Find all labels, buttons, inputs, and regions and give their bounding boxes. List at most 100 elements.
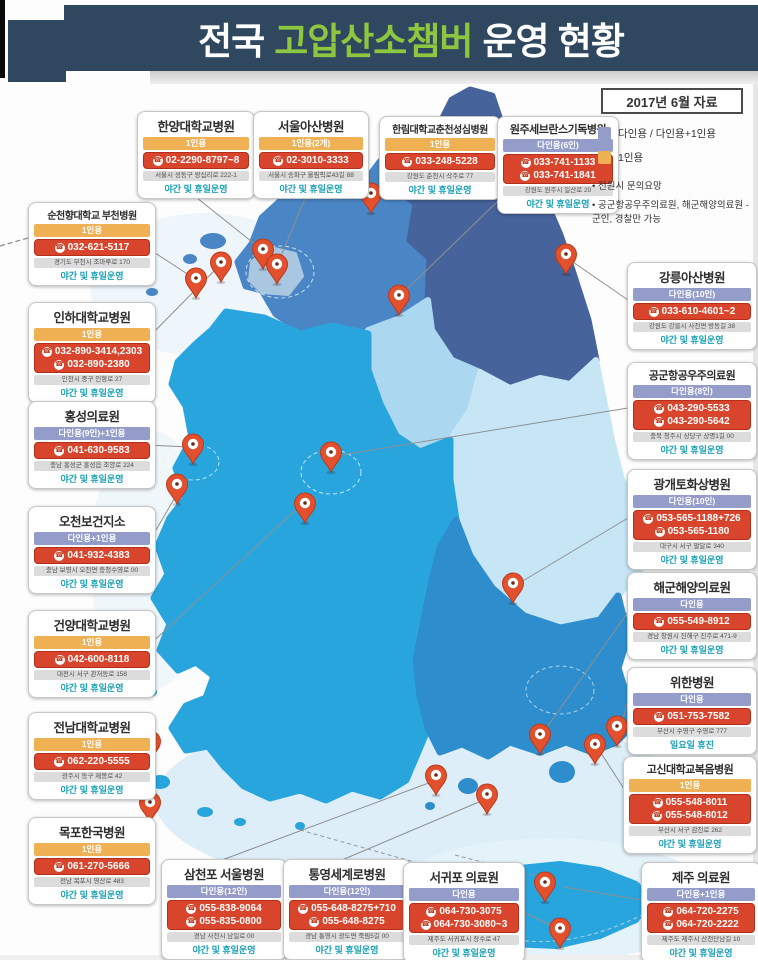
phone-block: ☎ 064-720-2275 ☎ 064-720-2222 [647,903,755,933]
phone-number-row: ☎ 053-565-1188+726 [636,512,748,525]
capacity-badge: 다인용(12인) [167,885,281,898]
phone-block: ☎ 064-730-3075 ☎ 064-730-3080~3 [409,903,519,933]
operation-note: 야간 및 휴일운영 [60,474,124,484]
phone-icon: ☎ [663,906,674,917]
phone-number: 033-741-1841 [533,170,596,181]
operation-note: 야간 및 휴일운영 [279,184,343,194]
hospital-card: 공군항공우주의료원 다인용(8인) ☎ 043-290-5533 ☎ 043-290-… [627,362,757,460]
hospital-name: 고신대학교복음병원 [646,764,734,776]
operation-note: 야간 및 휴일운영 [660,445,724,455]
phone-icon: ☎ [186,903,197,914]
phone-icon: ☎ [402,156,413,167]
phone-number-row: ☎ 055-648-8275 [292,915,402,928]
operation-note: 야간 및 휴일운영 [432,948,496,958]
capacity-badge: 다인용+1인용 [647,888,755,901]
capacity-badge: 1인용 [629,779,751,792]
hospital-name: 순천향대학교 부천병원 [47,211,137,222]
capacity-badge: 다인용 [633,693,751,706]
capacity-badge: 다인용(8인) [633,385,751,398]
capacity-badge: 1인용 [143,137,249,150]
map-pin-icon [209,251,233,285]
phone-number: 02-3010-3333 [286,155,349,166]
phone-number-row: ☎ 055-838-9064 [170,902,278,915]
phone-icon: ☎ [273,155,284,166]
phone-icon: ☎ [54,654,65,665]
hospital-address: 전남 목포시 영산로 483 [34,877,150,887]
hospital-address: 경기도 부천시 조마루로 170 [34,258,150,268]
connector-line [401,198,501,295]
connector-line [341,798,487,861]
map-pin-icon [184,267,208,301]
operation-note: 야간 및 휴일운영 [660,555,724,565]
connector-line [542,611,629,734]
phone-number-row: ☎ 055-548-8012 [632,809,748,822]
capacity-badge: 다인용(9인)+1인용 [34,427,150,440]
hospital-address: 강원도 강릉시 사천면 방동길 38 [633,322,751,332]
phone-number: 033-741-1133 [533,157,596,168]
hospital-name: 삼천포 서울병원 [184,868,264,882]
phone-number: 043-290-5642 [667,416,730,427]
legend-notes: 전원시 문의요망 공군항공우주의료원, 해군해양의료원 - 군인, 경찰만 가능 [592,180,752,231]
hospital-card: 삼천포 서울병원 다인용(12인) ☎ 055-838-9064 ☎ 055-835-… [161,859,287,960]
phone-block: ☎ 055-548-8011 ☎ 055-548-8012 [629,794,751,824]
map-pin-icon [387,284,411,318]
phone-number-row: ☎ 032-890-2380 [37,358,147,371]
phone-number: 055-838-9064 [199,903,262,914]
legend-swatch [598,127,611,140]
phone-number-row: ☎ 062-220-5555 [37,755,147,768]
note-item: 전원시 문의요망 [592,180,752,194]
region-west-south [150,308,460,804]
map-pin-icon [293,492,317,526]
phone-icon: ☎ [420,919,431,930]
phone-number: 02-2290-8797~8 [165,155,240,166]
note-item: 공군항공우주의료원, 해군해양의료원 - 군인, 경찰만 가능 [592,199,752,227]
hospital-card: 제주 의료원 다인용+1인용 ☎ 064-720-2275 ☎ 064-720-222… [641,862,758,960]
phone-icon: ☎ [648,306,659,317]
hospital-card: 광개토화상병원 다인용(10인) ☎ 053-565-1188+726 ☎ 053-5… [627,469,757,570]
capacity-badge: 1인용 [385,138,495,151]
hospital-name: 홍성의료원 [64,410,120,424]
operation-note: 야간 및 휴일운영 [60,388,124,398]
capacity-badge: 다인용(12인) [289,885,405,898]
phone-icon: ☎ [654,526,665,537]
phone-number-row: ☎ 02-3010-3333 [262,154,360,167]
title-suffix: 운영 현황 [482,21,624,62]
hospital-name: 광개토화상병원 [653,478,731,492]
hospital-address: 강원도 원주시 일산로 20 [503,186,613,196]
hospital-name: 강릉아산병원 [658,271,726,285]
phone-icon: ☎ [152,155,163,166]
hospital-address: 제주도 서귀포시 장수로 47 [409,935,519,945]
hospital-card: 한양대학교병원 1인용 ☎ 02-2290-8797~8 서울시 성동구 왕십리로… [137,111,255,199]
phone-icon: ☎ [652,797,663,808]
map-pin-icon [528,723,552,757]
phone-number-row: ☎ 043-290-5533 [636,402,748,415]
phone-block: ☎ 033-741-1133 ☎ 033-741-1841 [503,154,613,184]
phone-number: 064-720-2222 [676,919,739,930]
operation-note: 야간 및 휴일운영 [60,683,124,693]
title-banner: 전국 고압산소챔버 운영 현황 [64,5,758,71]
capacity-badge: 1인용(2개) [259,137,363,150]
phone-number: 055-648-8275 [322,916,385,927]
phone-block: ☎ 062-220-5555 [34,753,150,770]
phone-number-row: ☎ 042-600-8118 [37,653,147,666]
phone-number-row: ☎ 053-565-1180 [636,525,748,538]
hospital-address: 대전시 서구 관저동로 158 [34,670,150,680]
left-edge-strip [0,0,5,78]
capacity-badge: 1인용 [34,738,150,751]
hospital-name: 통영세계로병원 [308,868,386,882]
hospital-card: 서귀포 의료원 다인용 ☎ 064-730-3075 ☎ 064-730-3080~3… [403,862,525,960]
phone-block: ☎ 033-248-5228 [385,153,495,170]
map-pin-icon [424,764,448,798]
hospital-address: 인천시 중구 인항로 27 [34,375,150,385]
title-prefix: 전국 [198,21,265,62]
hospital-address: 경남 사천시 남일로 00 [167,932,281,942]
phone-icon: ☎ [54,242,65,253]
phone-number: 064-720-2275 [676,906,739,917]
hospital-name: 해군해양의료원 [653,581,731,595]
capacity-badge: 다인용+1인용 [34,532,150,545]
phone-icon: ☎ [54,550,65,561]
title-banner-shadow [150,70,758,84]
connector-lines [145,181,643,929]
hospital-address: 대구시 서구 팔달로 340 [633,542,751,552]
phone-icon: ☎ [663,919,674,930]
